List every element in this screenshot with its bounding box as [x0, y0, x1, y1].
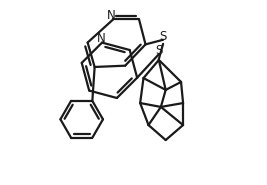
Text: N: N — [97, 32, 105, 45]
Text: N: N — [107, 9, 116, 22]
Text: S: S — [155, 44, 162, 57]
Text: S: S — [159, 30, 167, 43]
